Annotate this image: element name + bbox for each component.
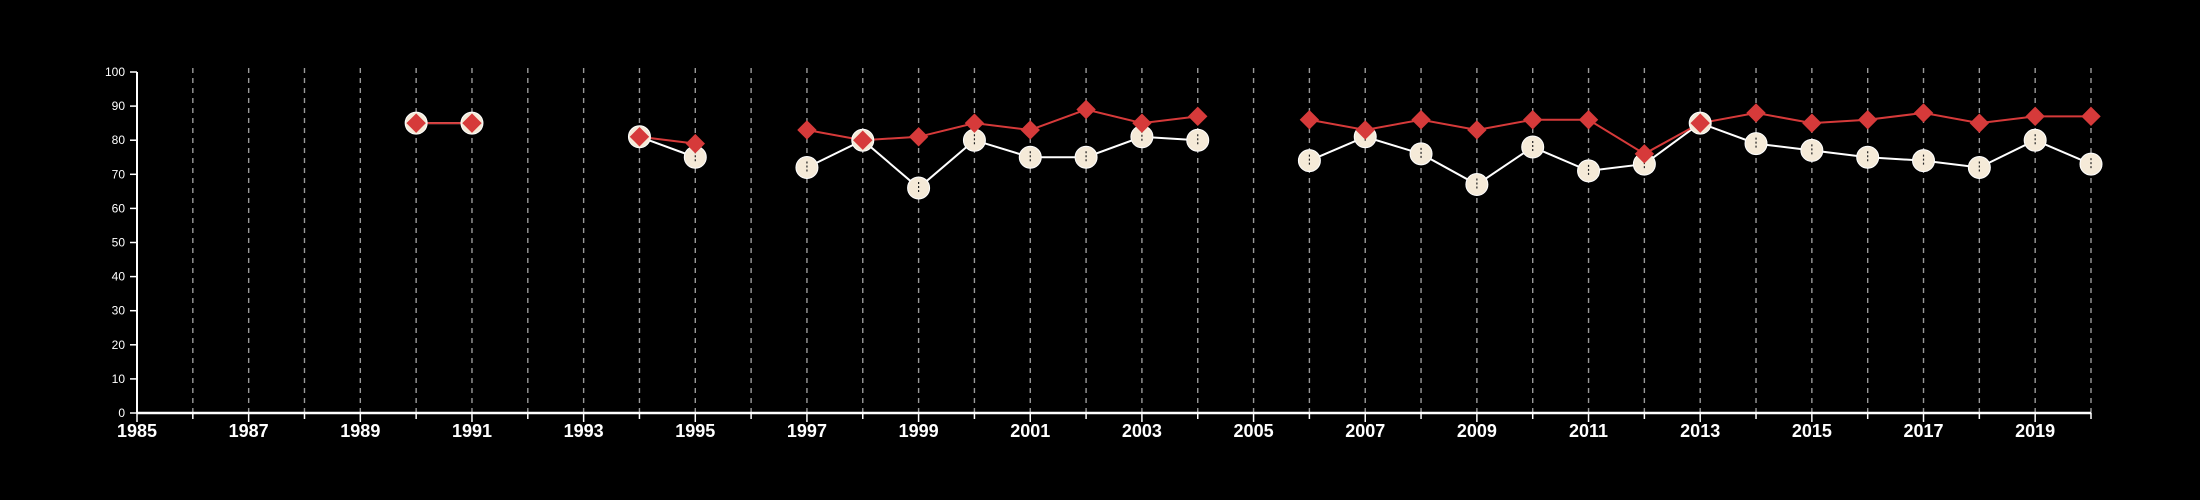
series-a-point (1467, 120, 1487, 140)
series-a-point (1020, 120, 1040, 140)
series-a-point (1076, 99, 1096, 120)
y-tick-label: 20 (112, 338, 126, 352)
series-a-point (1578, 110, 1599, 130)
series-a-point (1132, 113, 1152, 133)
y-tick-label: 0 (118, 406, 125, 420)
y-tick-label: 70 (112, 167, 126, 181)
series-a-point (1634, 144, 1655, 164)
series-a-point (1857, 110, 1878, 130)
x-tick-label: 1987 (229, 421, 269, 441)
series-layer (404, 99, 2103, 200)
x-tick-label: 2017 (1903, 421, 1943, 441)
x-tick-label: 2013 (1680, 421, 1720, 441)
series-a-point (2081, 106, 2101, 127)
x-tick-label: 1985 (117, 421, 157, 441)
series-a-point (1969, 113, 1990, 133)
series-a-point (797, 120, 817, 140)
x-tick-label: 2019 (2015, 421, 2055, 441)
x-tick-label: 2001 (1010, 421, 1050, 441)
x-tick-label: 2011 (1569, 421, 1608, 441)
x-tick-label: 2003 (1122, 421, 1162, 441)
x-tick-label: 1991 (452, 421, 492, 441)
series-a-point (1411, 110, 1431, 130)
series-a-point (406, 113, 426, 133)
series-a-point (685, 133, 705, 154)
y-tick-label: 60 (112, 201, 126, 215)
series-a-point (2025, 106, 2045, 127)
grid-layer (192, 68, 2092, 413)
series-a-point (1299, 110, 1320, 130)
series-a-point (1690, 113, 1710, 133)
x-tick-label: 1993 (564, 421, 604, 441)
axis-layer: 0 10 20 30 40 50 60 70 80 90 100 1985 1987 1989 1991 19… (105, 65, 2092, 441)
x-tick-label: 1999 (899, 421, 939, 441)
y-tick-label: 30 (112, 304, 126, 318)
y-tick-label: 40 (112, 270, 126, 284)
x-tick-label: 1995 (675, 421, 715, 441)
x-tick-label: 2005 (1234, 421, 1274, 441)
series-a-point (629, 127, 650, 147)
series-a-point (1188, 106, 1208, 127)
x-tick-label: 2007 (1345, 421, 1385, 441)
series-a-point (1355, 120, 1375, 140)
y-tick-label: 90 (112, 99, 126, 113)
y-tick-label: 100 (105, 65, 125, 79)
x-tick-label: 1989 (340, 421, 380, 441)
x-tick-label: 2009 (1457, 421, 1497, 441)
series-a-point (1802, 113, 1822, 133)
y-tick-label: 50 (112, 236, 126, 250)
y-tick-label: 10 (112, 372, 126, 386)
series-a-point (1523, 110, 1543, 130)
series-a-point (1746, 103, 1766, 123)
x-tick-label: 1997 (787, 421, 827, 441)
y-tick-label: 80 (112, 133, 126, 147)
series-a-point (1913, 103, 1934, 123)
series-a-point (908, 127, 929, 147)
series-a-point (462, 113, 482, 133)
series-a-point (964, 113, 985, 133)
series-a-point (853, 130, 873, 150)
x-tick-label: 2015 (1792, 421, 1832, 441)
